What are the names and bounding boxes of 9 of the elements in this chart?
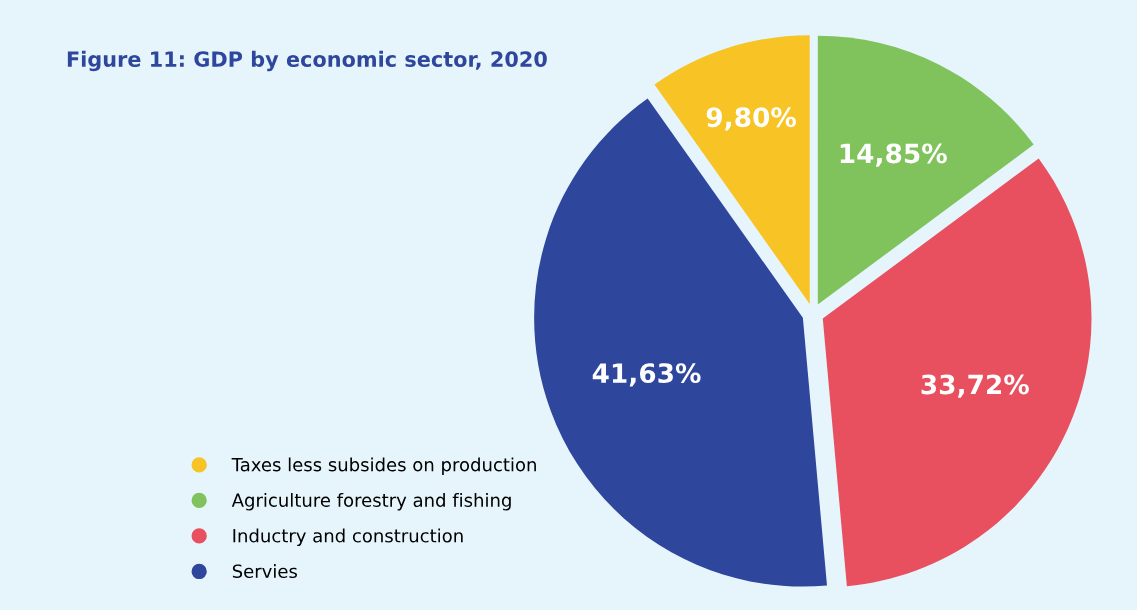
legend-label: Agriculture forestry and fishing xyxy=(231,493,511,511)
legend-label: Servies xyxy=(232,564,297,579)
text: Figure 11: GDP by economic sector, 2020 xyxy=(67,50,547,72)
data-label: 41,63% xyxy=(592,363,701,387)
data-label: 33,72% xyxy=(921,374,1029,398)
data-label: 9,80% xyxy=(706,107,796,131)
data-label: 14,85% xyxy=(840,143,947,167)
legend-label: Taxes less subsides on production xyxy=(231,457,536,475)
legend-label: Inductry and construction xyxy=(233,528,463,547)
